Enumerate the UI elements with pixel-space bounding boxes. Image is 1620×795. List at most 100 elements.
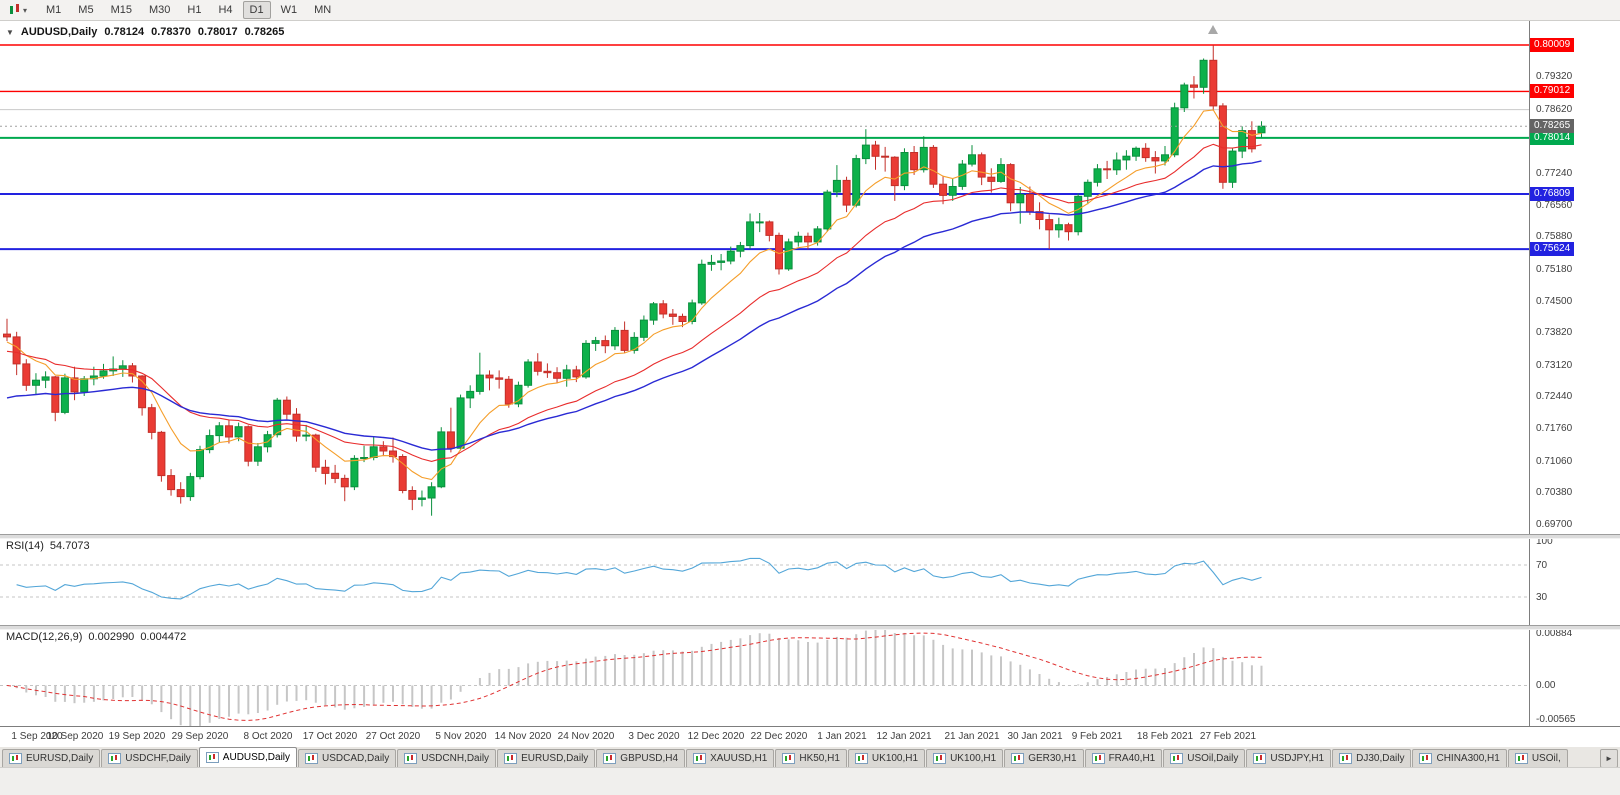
- macd-indicator-label: MACD(12,26,9) 0.002990 0.004472: [6, 631, 186, 643]
- status-bar: [0, 767, 1620, 795]
- date-label: 10 Sep 2020: [46, 731, 104, 742]
- chart-tab[interactable]: HK50,H1: [775, 749, 847, 767]
- macd-pane[interactable]: [0, 628, 1529, 726]
- chart-tab[interactable]: UK100,H1: [847, 749, 926, 767]
- chart-tab-label: USDCNH,Daily: [421, 753, 490, 764]
- price-level-label: 0.79012: [1530, 84, 1575, 98]
- chart-tab-icon: [933, 753, 947, 764]
- one-click-trading-toggle[interactable]: ▼: [6, 27, 14, 37]
- macd-signal-line: [6, 632, 1262, 721]
- current-price-label: 0.78265: [1530, 119, 1575, 133]
- chart-tab-icon: [504, 753, 518, 764]
- chart-tab[interactable]: GER30,H1: [1004, 749, 1084, 767]
- symbol-period-label: AUDUSD,Daily: [20, 26, 98, 38]
- timeframe-button-d1[interactable]: D1: [242, 1, 271, 19]
- chart-tab[interactable]: DJ30,Daily: [1332, 749, 1412, 767]
- chart-tab[interactable]: UK100,H1: [926, 749, 1004, 767]
- chart-title: ▼ AUDUSD,Daily 0.78124 0.78370 0.78017 0…: [6, 26, 284, 38]
- timeframe-button-m15[interactable]: M15: [110, 4, 132, 16]
- chart-tab-icon: [1514, 753, 1528, 764]
- timeframe-button-m30[interactable]: M30: [148, 4, 171, 16]
- timeframe-button-h4[interactable]: H4: [218, 4, 233, 16]
- timeframe-button-w1[interactable]: W1: [280, 4, 298, 16]
- chart-tab-label: USDJPY,H1: [1270, 753, 1325, 764]
- date-label: 19 Sep 2020: [108, 731, 166, 742]
- chart-shift-marker[interactable]: [1208, 25, 1218, 34]
- macd-scale-label: 0.00884: [1536, 628, 1573, 639]
- chart-window: ▼ AUDUSD,Daily 0.78124 0.78370 0.78017 0…: [0, 21, 1620, 747]
- chart-tab-icon: [1253, 753, 1267, 764]
- pane-divider[interactable]: [0, 625, 1620, 630]
- chart-tab[interactable]: USDCAD,Daily: [298, 749, 397, 767]
- chart-tab[interactable]: USOil,: [1507, 749, 1568, 767]
- date-label: 21 Jan 2021: [944, 731, 1000, 742]
- chart-tab[interactable]: USDCHF,Daily: [101, 749, 198, 767]
- timeframe-buttons: M1 M5 M15 M30 H1 H4 D1 W1 MN: [39, 1, 338, 19]
- chart-tab[interactable]: FRA40,H1: [1084, 749, 1163, 767]
- pane-divider[interactable]: [0, 534, 1620, 539]
- price-scale[interactable]: 0.793200.786200.779200.772400.765600.758…: [1529, 21, 1620, 726]
- chart-tabs-strip: EURUSD,Daily USDCHF,Daily AUDUSD,Daily USDC…: [2, 747, 1569, 767]
- macd-name: MACD(12,26,9): [6, 631, 83, 643]
- macd-scale-label: 0.00: [1536, 680, 1556, 691]
- price-pane[interactable]: [0, 21, 1529, 534]
- chart-tab-label: HK50,H1: [799, 753, 840, 764]
- timeframe-button-m5[interactable]: M5: [78, 4, 94, 16]
- candles: [3, 45, 1266, 516]
- ma-medium-line: [6, 143, 1262, 462]
- rsi-line: [16, 557, 1262, 600]
- chart-tab[interactable]: USOil,Daily: [1163, 749, 1246, 767]
- chart-tab-label: EURUSD,Daily: [26, 753, 94, 764]
- macd-signal-value: 0.004472: [140, 631, 187, 643]
- chart-tab[interactable]: EURUSD,Daily: [2, 749, 101, 767]
- date-label: 22 Dec 2020: [750, 731, 808, 742]
- chart-tab[interactable]: CHINA300,H1: [1412, 749, 1507, 767]
- date-label: 3 Dec 2020: [628, 731, 680, 742]
- date-label: 12 Dec 2020: [687, 731, 745, 742]
- chart-tab[interactable]: EURUSD,Daily: [497, 749, 596, 767]
- timeframe-button-mn[interactable]: MN: [314, 4, 332, 16]
- chart-tab[interactable]: USDCNH,Daily: [397, 749, 497, 767]
- timeframe-button-m1[interactable]: M1: [46, 4, 62, 16]
- date-label: 1 Jan 2021: [817, 731, 867, 742]
- chart-tab-icon: [404, 753, 418, 764]
- price-tick: 0.69700: [1536, 519, 1573, 530]
- chart-tab-label: USDCAD,Daily: [322, 753, 390, 764]
- chart-tab-icon: [854, 753, 868, 764]
- price-tick: 0.75880: [1536, 231, 1573, 242]
- chart-tab-label: CHINA300,H1: [1436, 753, 1500, 764]
- price-tick: 0.76560: [1536, 200, 1573, 211]
- chart-tab-icon: [205, 752, 219, 763]
- chart-tab-icon: [603, 753, 617, 764]
- date-label: 5 Nov 2020: [435, 731, 487, 742]
- time-scale[interactable]: 1 Sep 2020 10 Sep 2020 19 Sep 2020 29 Sep 2…: [0, 726, 1620, 747]
- chart-tab[interactable]: AUDUSD,Daily: [198, 747, 298, 767]
- rsi-pane[interactable]: [0, 537, 1529, 625]
- chart-tab[interactable]: GBPUSD,H4: [596, 749, 686, 767]
- date-label: 24 Nov 2020: [557, 731, 615, 742]
- price-tick: 0.73820: [1536, 327, 1573, 338]
- chart-tab[interactable]: USDJPY,H1: [1246, 749, 1332, 767]
- rsi-indicator-label: RSI(14) 54.7073: [6, 540, 90, 552]
- price-tick: 0.79320: [1536, 71, 1573, 82]
- chart-tab-icon: [1339, 753, 1353, 764]
- tabs-scroll-right-button[interactable]: ►: [1600, 749, 1618, 767]
- date-label: 14 Nov 2020: [494, 731, 552, 742]
- timeframe-button-h1[interactable]: H1: [187, 4, 202, 16]
- price-tick: 0.71060: [1536, 456, 1573, 467]
- ma-fast-line: [6, 109, 1262, 481]
- chart-tab[interactable]: XAUUSD,H1: [686, 749, 775, 767]
- rsi-name: RSI(14): [6, 540, 44, 552]
- chart-tab-label: UK100,H1: [871, 753, 919, 764]
- date-label: 17 Oct 2020: [302, 731, 358, 742]
- ma-slow-line: [6, 160, 1262, 451]
- chart-tab-label: GER30,H1: [1028, 753, 1077, 764]
- price-level-label: 0.80009: [1530, 38, 1575, 52]
- chart-tab-label: DJ30,Daily: [1356, 753, 1405, 764]
- chart-tabs-bar: EURUSD,Daily USDCHF,Daily AUDUSD,Daily USDC…: [0, 746, 1620, 767]
- chart-tab-label: AUDUSD,Daily: [222, 752, 291, 763]
- rsi-scale-label: 30: [1536, 592, 1548, 603]
- rsi-scale-label: 100: [1536, 536, 1553, 547]
- chart-type-button[interactable]: ▾: [4, 3, 31, 17]
- low-value: 0.78017: [197, 26, 238, 38]
